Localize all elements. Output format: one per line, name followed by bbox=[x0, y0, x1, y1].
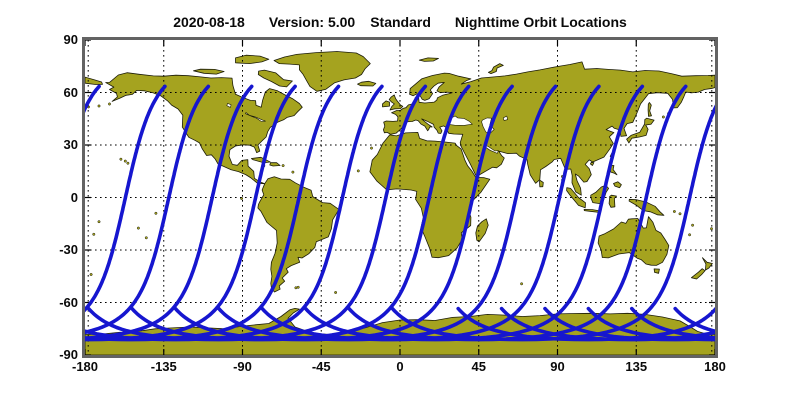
x-tick-label: -90 bbox=[233, 359, 252, 374]
title-date: 2020-08-18 bbox=[173, 14, 245, 30]
landmass-nz-north bbox=[702, 257, 713, 271]
orbit-track bbox=[347, 84, 688, 342]
landmass-sakhalin bbox=[647, 102, 652, 117]
landmass-tasmania bbox=[653, 268, 660, 274]
small-island bbox=[136, 226, 140, 230]
small-island bbox=[520, 282, 524, 286]
landmass-greenland bbox=[273, 51, 371, 92]
landmass-mindanao bbox=[613, 181, 622, 189]
orbit-tracks bbox=[85, 84, 715, 342]
landmass-hispaniola bbox=[269, 162, 281, 167]
x-tick-label: -45 bbox=[311, 359, 331, 374]
small-island bbox=[108, 102, 111, 106]
landmass-hainan bbox=[590, 161, 595, 166]
small-island bbox=[126, 161, 130, 165]
small-island bbox=[370, 146, 373, 150]
plot-area bbox=[82, 37, 718, 358]
landmass-chukotka-west bbox=[85, 76, 103, 85]
orbit-track bbox=[85, 84, 211, 335]
landmass-south-america bbox=[257, 176, 340, 293]
x-tick-label: 90 bbox=[550, 359, 565, 374]
y-tick-label: 30 bbox=[63, 137, 78, 152]
x-tick-label: -180 bbox=[71, 359, 99, 374]
landmass-north-america bbox=[105, 72, 303, 185]
landmass-nz-south bbox=[691, 268, 706, 280]
x-tick-label: -135 bbox=[150, 359, 177, 374]
small-island bbox=[296, 285, 300, 289]
small-island bbox=[92, 232, 96, 236]
y-tick-label: -90 bbox=[59, 347, 78, 362]
landmass-japan bbox=[626, 117, 655, 144]
small-island bbox=[291, 170, 295, 174]
lake-lake-winnipeg bbox=[226, 103, 232, 108]
landmass-australia bbox=[597, 216, 670, 266]
lake-great-lakes bbox=[245, 112, 266, 122]
landmass-sri-lanka bbox=[539, 179, 544, 188]
landmass-sulawesi bbox=[608, 194, 617, 208]
small-island bbox=[123, 159, 127, 163]
small-island bbox=[97, 220, 101, 224]
title-subject: Nighttime Orbit Locations bbox=[454, 14, 627, 30]
y-tick-label: -60 bbox=[59, 294, 78, 310]
title-standard: Standard bbox=[370, 14, 431, 30]
small-island bbox=[281, 164, 285, 168]
small-island bbox=[89, 273, 93, 276]
landmass-victoria-island bbox=[193, 68, 225, 75]
x-tick-label: 0 bbox=[396, 359, 404, 374]
small-island bbox=[334, 291, 338, 294]
x-tick-label: 180 bbox=[704, 359, 726, 374]
landmass-novaya-zemlya bbox=[488, 63, 504, 74]
small-island bbox=[661, 115, 665, 119]
x-tick-label: 45 bbox=[471, 359, 486, 374]
small-island bbox=[688, 233, 692, 237]
landmass-baffin-island bbox=[257, 69, 293, 88]
y-tick-label: 90 bbox=[63, 32, 78, 47]
small-island bbox=[294, 286, 298, 290]
y-tick-label: 60 bbox=[63, 84, 78, 100]
landmass-cuba bbox=[251, 156, 271, 164]
title-version: Version: 5.00 bbox=[268, 14, 356, 30]
lake-aral-sea bbox=[502, 115, 508, 121]
landmass-eurasia bbox=[383, 61, 715, 196]
landmass-ellesmere-island bbox=[235, 54, 270, 64]
landmass-svalbard bbox=[418, 57, 439, 62]
landmass-uk bbox=[388, 94, 404, 111]
small-island bbox=[691, 223, 695, 227]
small-island bbox=[154, 211, 158, 215]
world-map-orbits-svg bbox=[85, 40, 715, 355]
small-island bbox=[119, 157, 123, 161]
small-island bbox=[678, 212, 682, 216]
small-island bbox=[710, 227, 713, 231]
small-island bbox=[144, 236, 148, 240]
orbit-track bbox=[390, 104, 715, 342]
small-island bbox=[97, 104, 101, 108]
small-island bbox=[356, 169, 360, 173]
x-tick-label: 135 bbox=[625, 359, 648, 374]
landmass-madagascar bbox=[475, 218, 489, 243]
small-island bbox=[672, 210, 676, 213]
landmass-ireland bbox=[382, 100, 390, 108]
orbit-track bbox=[85, 84, 167, 313]
plot-title: 2020-08-18 Version: 5.00 Standard Nightt… bbox=[85, 14, 715, 30]
y-tick-label: 0 bbox=[70, 189, 78, 205]
y-tick-label: -30 bbox=[59, 242, 78, 257]
landmass-iceland bbox=[357, 80, 377, 87]
